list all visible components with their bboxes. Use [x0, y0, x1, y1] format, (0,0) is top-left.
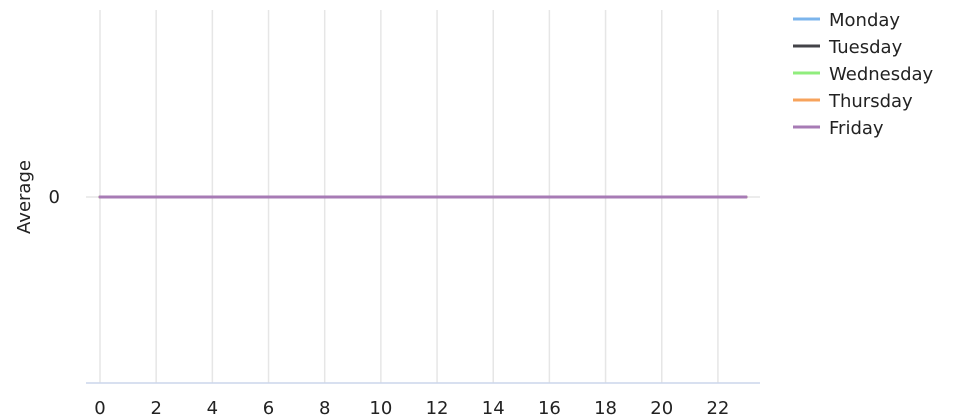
legend-label: Wednesday [829, 64, 934, 85]
y-tick-labels: 0 [49, 187, 60, 208]
legend-label: Friday [829, 118, 884, 139]
x-tick-label: 20 [650, 398, 673, 419]
x-tick-label: 16 [538, 398, 561, 419]
legend-item-thursday[interactable]: Thursday [793, 91, 913, 112]
legend-item-tuesday[interactable]: Tuesday [793, 37, 903, 58]
x-tick-label: 6 [263, 398, 274, 419]
legend-item-wednesday[interactable]: Wednesday [793, 64, 934, 85]
legend-item-monday[interactable]: Monday [793, 10, 900, 31]
legend-label: Tuesday [828, 37, 903, 58]
y-tick-label: 0 [49, 187, 60, 208]
legend-item-friday[interactable]: Friday [793, 118, 884, 139]
x-tick-label: 18 [594, 398, 617, 419]
x-tick-label: 0 [94, 398, 105, 419]
x-tick-label: 12 [426, 398, 449, 419]
legend-label: Monday [829, 10, 900, 31]
legend-label: Thursday [828, 91, 913, 112]
legend: Monday Tuesday Wednesday Thursday Friday [793, 10, 934, 139]
x-tick-label: 10 [369, 398, 392, 419]
x-tick-label: 14 [482, 398, 505, 419]
x-tick-labels: 0 2 4 6 8 10 12 14 16 18 20 22 [94, 398, 729, 419]
x-tick-label: 4 [207, 398, 218, 419]
x-tick-label: 8 [319, 398, 330, 419]
x-tick-label: 2 [150, 398, 161, 419]
x-tick-label: 22 [706, 398, 729, 419]
y-axis-title: Average [14, 160, 35, 234]
